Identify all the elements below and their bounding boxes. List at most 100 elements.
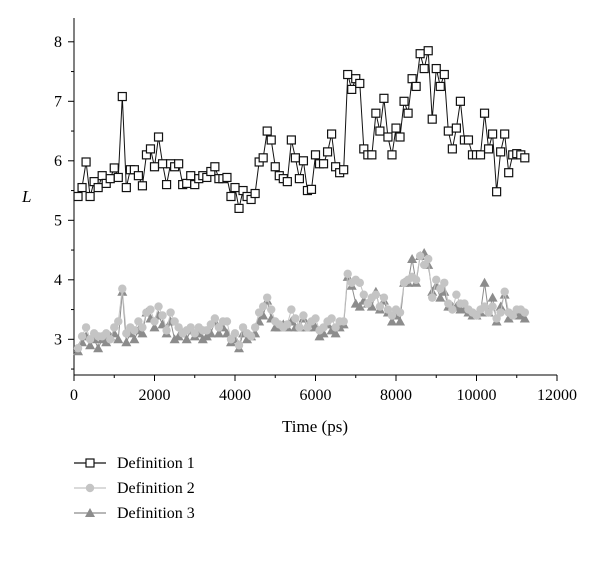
series-1-point	[439, 69, 449, 80]
series-2-point	[114, 317, 123, 326]
series-3-point	[487, 292, 498, 302]
axes: 3 4 5 6 7 8 0 2000 4000 6000 8000 10000 12000	[54, 18, 577, 404]
series-2-point	[226, 335, 236, 344]
series-2-point	[383, 305, 393, 314]
series-1-point	[371, 108, 381, 118]
series-2-point	[283, 320, 292, 329]
series-3-point	[495, 301, 506, 311]
series-2-point	[432, 275, 441, 284]
series-2-point	[436, 284, 445, 293]
y-tick-label: 7	[54, 93, 62, 110]
series-1-point	[463, 135, 474, 145]
series-1-point	[230, 182, 240, 193]
series-1-point	[282, 177, 292, 187]
series-2-point	[343, 269, 352, 279]
series-3-point	[149, 322, 160, 332]
series-2-point	[206, 320, 216, 329]
series-2-point	[230, 329, 240, 338]
series-2-point	[387, 311, 397, 320]
x-tick-label: 4000	[219, 387, 251, 404]
series-1-point	[455, 96, 465, 106]
series-2-point	[428, 293, 437, 302]
series-layer	[73, 46, 530, 356]
series-3-point	[221, 328, 232, 338]
series-1-point	[355, 78, 365, 89]
series-2-point	[448, 305, 457, 314]
series-2-point	[363, 299, 373, 308]
series-2-point	[81, 323, 91, 332]
series-3-point	[205, 328, 216, 338]
series-1-point	[492, 187, 502, 197]
series-1-point	[431, 63, 441, 74]
series-2-point	[492, 314, 501, 323]
series-3-point	[121, 337, 132, 347]
series-1-point	[186, 171, 196, 181]
series-1-point	[367, 150, 377, 160]
series-1-point	[306, 184, 317, 194]
series-1-point	[375, 126, 385, 136]
series-3-point	[213, 328, 224, 338]
series-2-point	[118, 284, 127, 293]
legend-marker	[85, 458, 95, 468]
series-1-point	[419, 63, 429, 74]
series-1-point	[479, 108, 490, 118]
series-1-point	[294, 174, 304, 184]
x-tick-label: 0	[70, 387, 78, 404]
series-1-point	[234, 203, 244, 213]
series-2-point	[331, 323, 340, 332]
series-1-point	[475, 150, 486, 160]
series-1-point	[520, 153, 530, 163]
series-1-point	[226, 191, 236, 202]
series-1-point	[322, 147, 333, 157]
series-2-point	[158, 311, 167, 320]
series-3-point	[129, 334, 140, 344]
series-2-point	[110, 323, 119, 332]
series-1-point	[270, 162, 280, 172]
series-2-point	[508, 311, 517, 320]
series-1-point	[145, 144, 156, 154]
legend: Definition 1 Definition 2 Definition 3	[74, 455, 195, 522]
series-1-point	[488, 129, 498, 139]
series-3-point	[93, 343, 104, 353]
series-3-point	[479, 277, 490, 287]
series-1-point	[423, 46, 433, 56]
series-1-point	[483, 144, 494, 154]
series-1-point	[327, 129, 337, 139]
series-1-point	[443, 126, 453, 136]
series-1-point	[298, 156, 309, 166]
series-2-point	[134, 317, 143, 326]
series-2-point	[424, 254, 433, 264]
series-1-point	[93, 182, 103, 193]
series-2-point	[319, 323, 328, 332]
series-2-point	[295, 323, 304, 332]
series-2-point	[299, 311, 308, 320]
series-1-point	[113, 172, 123, 183]
series-1-point	[182, 178, 192, 189]
series-2-point	[411, 275, 421, 284]
series-1-point	[117, 91, 127, 102]
series-1-point	[149, 162, 160, 172]
series-2-point	[146, 305, 155, 314]
series-3-point	[85, 340, 96, 350]
series-1-point	[266, 135, 276, 145]
series-2-point	[122, 329, 131, 338]
series-2-point	[440, 278, 449, 287]
series-2-point	[488, 302, 497, 311]
series-1-point	[496, 147, 506, 157]
x-tick-label: 8000	[380, 387, 412, 404]
series-2-point	[85, 335, 95, 344]
series-2-point	[355, 278, 364, 287]
series-2	[73, 251, 529, 353]
series-3-point	[519, 313, 530, 323]
series-1-point	[210, 162, 220, 172]
series-2-point	[162, 326, 171, 335]
series-1-point	[258, 153, 268, 163]
series-1-point	[500, 129, 510, 139]
series-3-point	[395, 316, 406, 326]
series-1-point	[347, 84, 357, 95]
series-1-point	[121, 182, 131, 193]
series-2-point	[303, 323, 312, 332]
series-2-point	[202, 326, 212, 335]
series-1-point	[427, 114, 437, 124]
